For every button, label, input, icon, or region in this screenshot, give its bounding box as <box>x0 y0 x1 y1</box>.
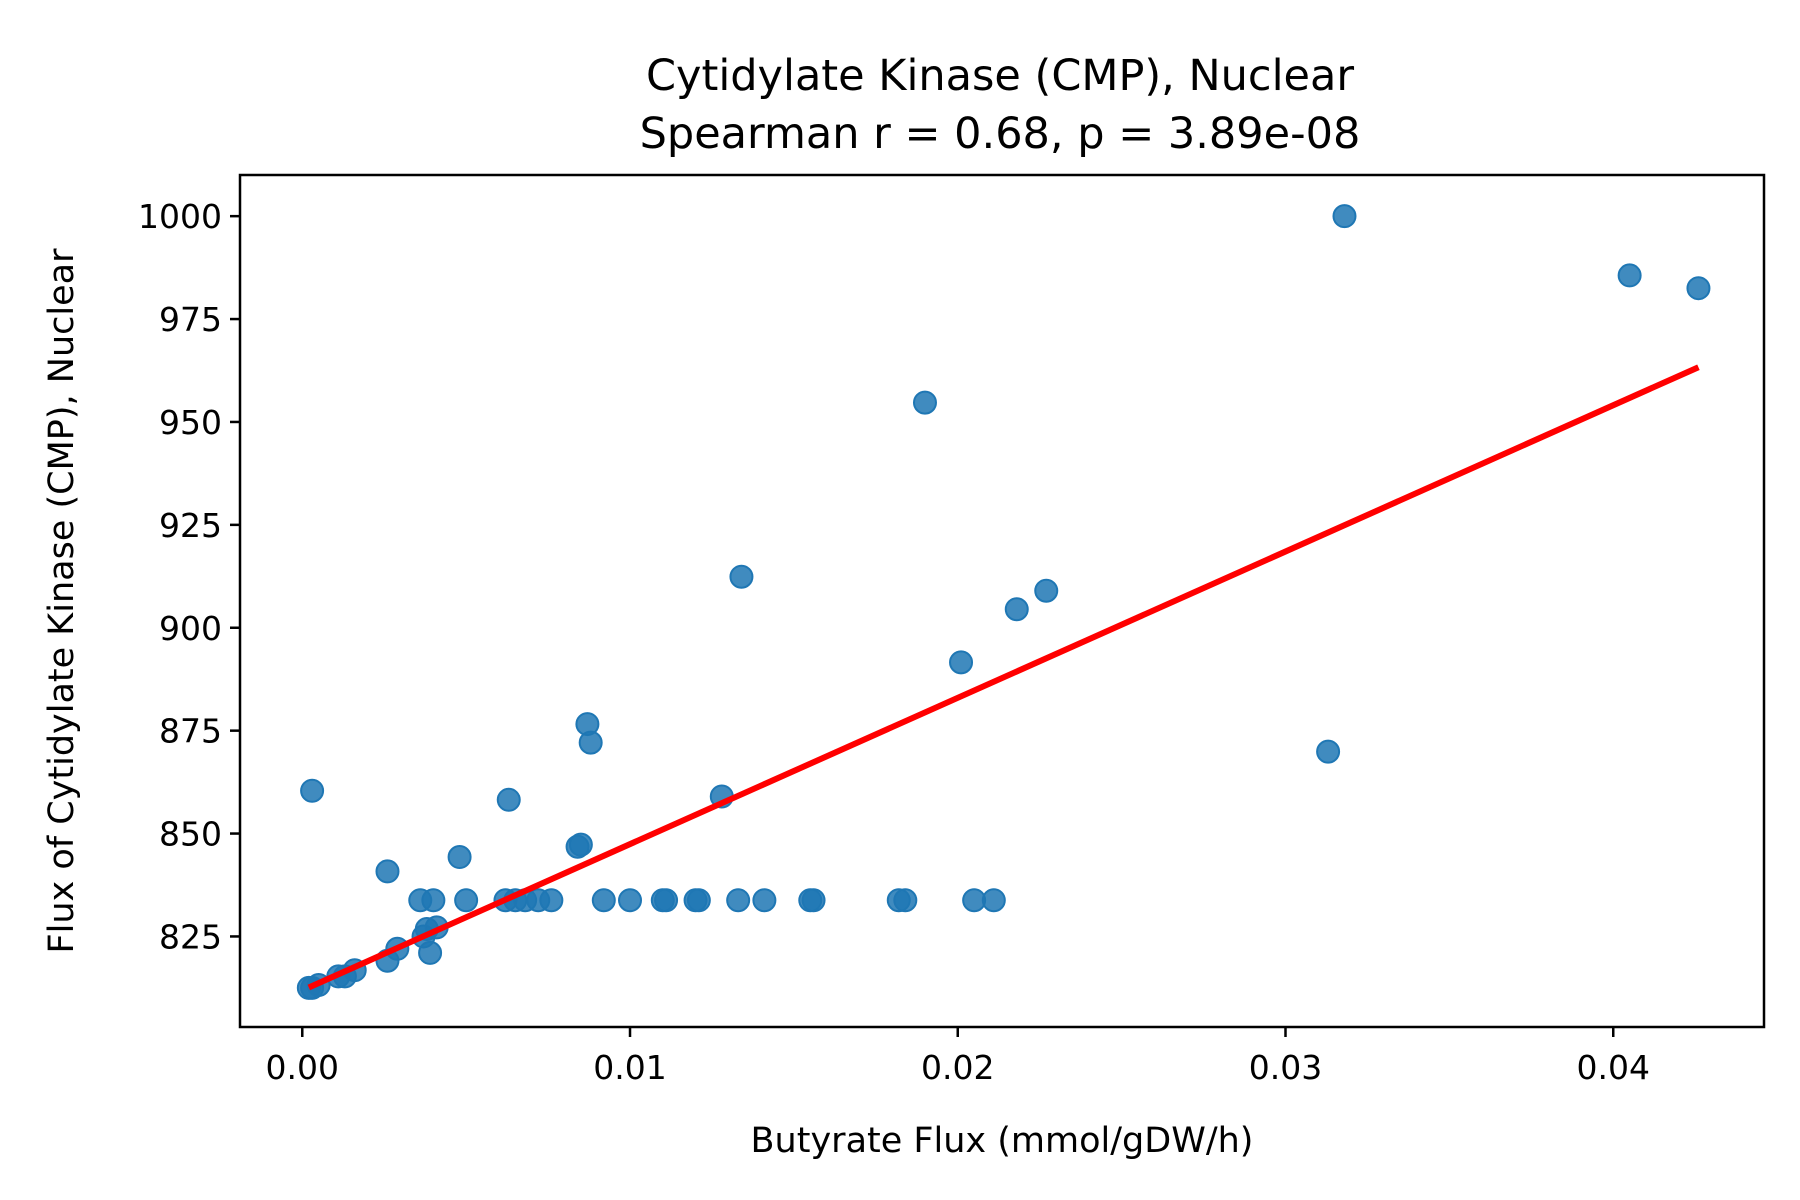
chart-subtitle: Spearman r = 0.68, p = 3.89e-08 <box>640 109 1361 159</box>
x-axis-ticks: 0.00 0.01 0.02 0.03 0.04 <box>266 1027 1650 1087</box>
y-tick-label: 850 <box>159 815 222 854</box>
data-point <box>686 888 711 913</box>
regression-line <box>307 364 1700 991</box>
data-point <box>726 888 751 913</box>
data-point <box>421 888 446 913</box>
x-tick-label: 0.04 <box>1576 1048 1649 1087</box>
data-point <box>729 564 754 589</box>
data-point <box>418 940 443 965</box>
data-point <box>801 888 826 913</box>
data-point <box>447 845 472 870</box>
data-point <box>1316 739 1341 764</box>
y-tick-label: 950 <box>159 403 222 442</box>
plot-frame <box>238 173 1766 1029</box>
plot-area <box>296 204 1711 1000</box>
data-point <box>496 787 521 812</box>
y-axis-ticks: 825 850 875 900 925 950 975 1000 <box>138 197 240 956</box>
data-point <box>454 888 479 913</box>
data-point <box>1004 597 1029 622</box>
data-point <box>1034 578 1059 603</box>
data-point <box>591 888 616 913</box>
data-point <box>578 730 603 755</box>
x-tick-label: 0.03 <box>1249 1048 1322 1087</box>
data-point <box>1617 263 1642 288</box>
y-tick-label: 875 <box>159 712 222 751</box>
data-point <box>618 888 643 913</box>
x-tick-label: 0.01 <box>593 1048 666 1087</box>
chart-title: Cytidylate Kinase (CMP), Nuclear <box>646 51 1354 101</box>
x-axis-label: Butyrate Flux (mmol/gDW/h) <box>751 1121 1254 1161</box>
y-tick-label: 900 <box>159 609 222 648</box>
data-point <box>1332 204 1357 229</box>
data-point <box>300 778 325 803</box>
y-tick-label: 925 <box>159 506 222 545</box>
data-point <box>893 888 918 913</box>
data-point <box>752 888 777 913</box>
data-point <box>539 888 564 913</box>
x-tick-label: 0.02 <box>921 1048 994 1087</box>
data-point <box>1686 276 1711 301</box>
y-axis-label: Flux of Cytidylate Kinase (CMP), Nuclear <box>42 248 82 954</box>
y-tick-label: 975 <box>159 300 222 339</box>
data-point <box>912 390 937 415</box>
y-tick-label: 825 <box>159 917 222 956</box>
data-point <box>949 650 974 675</box>
data-point <box>568 832 593 857</box>
data-point <box>375 859 400 884</box>
data-point <box>654 888 679 913</box>
data-point <box>981 888 1006 913</box>
y-tick-label: 1000 <box>138 197 222 236</box>
x-tick-label: 0.00 <box>266 1048 339 1087</box>
